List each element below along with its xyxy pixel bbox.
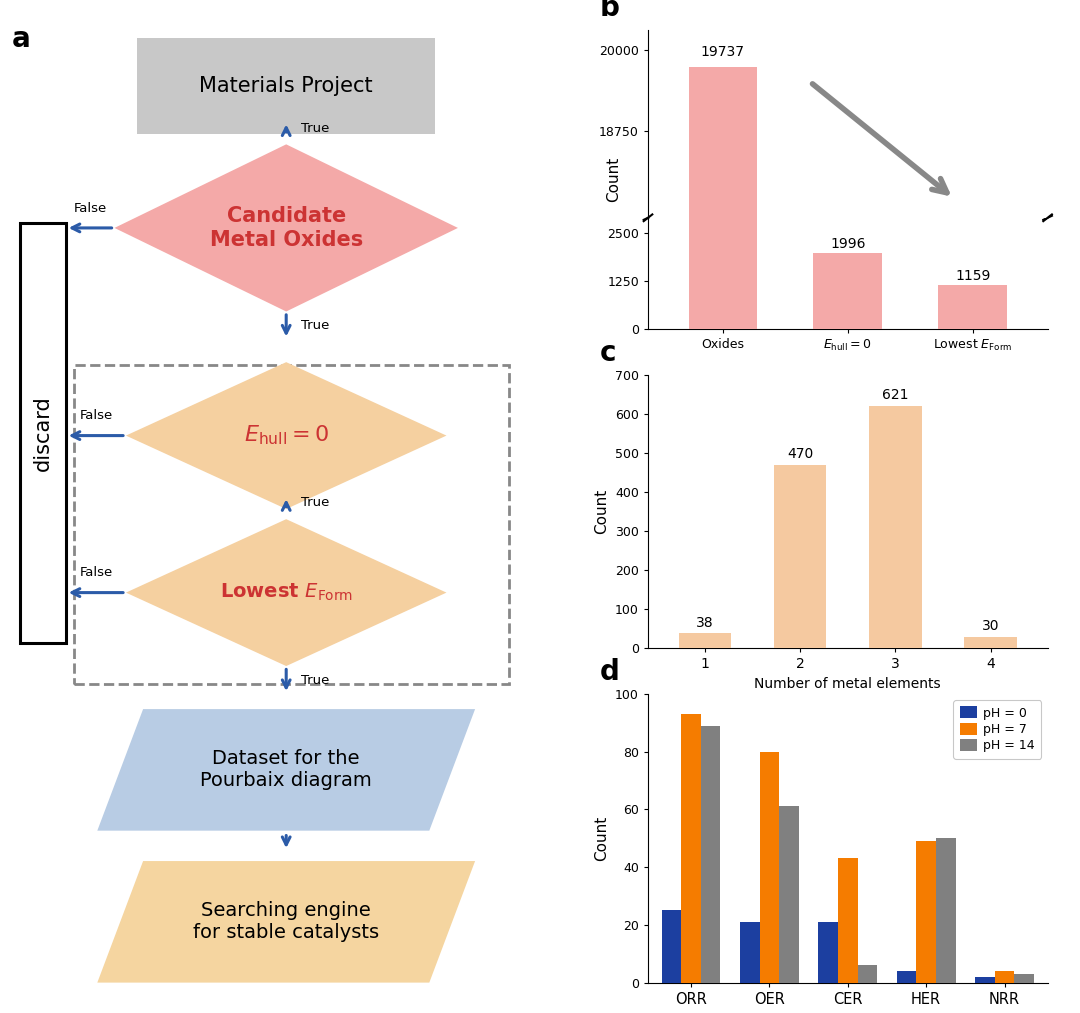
Bar: [75, 365, 510, 684]
Bar: [21, 223, 66, 643]
Bar: [975, 977, 995, 983]
Text: True: True: [300, 319, 329, 332]
Bar: [964, 636, 1016, 648]
Bar: [896, 971, 916, 983]
Bar: [916, 841, 936, 983]
Bar: [137, 37, 435, 134]
Text: False: False: [79, 566, 112, 579]
Y-axis label: Count: Count: [595, 815, 609, 861]
Bar: [780, 806, 799, 983]
Text: 1159: 1159: [955, 269, 990, 284]
Text: 38: 38: [697, 616, 714, 629]
Bar: [774, 465, 826, 648]
Bar: [689, 67, 757, 1013]
Text: discard: discard: [32, 395, 53, 471]
Bar: [819, 922, 838, 983]
Bar: [701, 725, 720, 983]
Text: Count: Count: [606, 157, 621, 203]
Text: b: b: [599, 0, 619, 22]
Text: Candidate
Metal Oxides: Candidate Metal Oxides: [210, 207, 363, 249]
Bar: [995, 971, 1014, 983]
Text: 30: 30: [982, 619, 999, 633]
Text: 621: 621: [882, 388, 908, 402]
Text: True: True: [300, 496, 329, 510]
Text: $E_\mathrm{hull}=0$: $E_\mathrm{hull}=0$: [244, 423, 328, 448]
Bar: [1014, 973, 1034, 983]
Bar: [858, 965, 877, 983]
Text: Searching engine
for stable catalysts: Searching engine for stable catalysts: [193, 902, 379, 942]
Text: True: True: [300, 674, 329, 687]
Text: d: d: [599, 657, 619, 686]
Bar: [681, 714, 701, 983]
Text: 1996: 1996: [831, 237, 865, 251]
Bar: [936, 839, 956, 983]
Text: True: True: [300, 122, 329, 135]
Text: a: a: [12, 25, 30, 54]
Bar: [869, 405, 921, 648]
Polygon shape: [126, 362, 446, 510]
Legend: pH = 0, pH = 7, pH = 14: pH = 0, pH = 7, pH = 14: [954, 700, 1041, 759]
Polygon shape: [114, 144, 458, 312]
Bar: [689, 0, 757, 329]
Bar: [939, 285, 1007, 329]
Text: c: c: [599, 338, 616, 367]
Text: Dataset for the
Pourbaix diagram: Dataset for the Pourbaix diagram: [200, 750, 373, 790]
Bar: [740, 922, 759, 983]
Text: Lowest $E_\mathrm{Form}$: Lowest $E_\mathrm{Form}$: [219, 581, 353, 604]
Bar: [838, 858, 858, 983]
Y-axis label: Count: Count: [594, 489, 609, 534]
X-axis label: Number of metal elements: Number of metal elements: [755, 677, 941, 691]
Polygon shape: [97, 709, 475, 831]
Polygon shape: [126, 519, 446, 667]
Text: Materials Project: Materials Project: [200, 76, 373, 96]
Polygon shape: [97, 861, 475, 983]
Text: False: False: [73, 202, 107, 215]
Bar: [662, 911, 681, 983]
Text: 470: 470: [787, 447, 813, 461]
Bar: [679, 633, 731, 648]
Bar: [813, 252, 882, 329]
Text: False: False: [79, 409, 112, 422]
Bar: [759, 752, 780, 983]
Text: 19737: 19737: [701, 45, 745, 59]
